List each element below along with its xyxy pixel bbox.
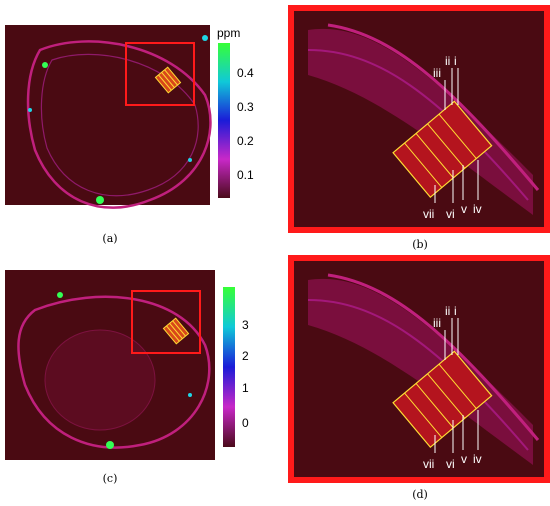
colorbar-bottom-tick-1: 2: [242, 349, 249, 363]
tissue-core: [44, 329, 156, 431]
tissue-layer-1: [327, 273, 540, 441]
layer-label-iv: iv: [473, 202, 482, 216]
hotspot-cyan-2: [188, 158, 192, 162]
colorbar-top: ppm 0.4 0.3 0.2 0.1: [217, 26, 254, 198]
tissue-contour-inner: [40, 53, 199, 197]
caption-d: (d): [412, 488, 428, 501]
tissue-contour-outer: [26, 40, 212, 209]
roi-stripes: [392, 350, 493, 449]
tissue-layer-2: [307, 299, 529, 451]
roi-stripes: [392, 100, 493, 199]
colorbar-top-tick-0: 0.4: [237, 66, 254, 80]
colorbar-bottom-tick-0: 3: [242, 318, 249, 332]
zoom-region-box: [125, 42, 195, 106]
layer-label-i: i: [454, 304, 457, 318]
caption-a: (a): [102, 232, 118, 245]
colorbar-top-tick-1: 0.3: [237, 100, 254, 114]
colorbar-top-tick-2: 0.2: [237, 134, 254, 148]
tissue-band: [308, 28, 533, 216]
colorbar-bottom-tick-2: 1: [242, 381, 249, 395]
layer-label-ii: ii: [445, 54, 450, 68]
colorbar-top-unit: ppm: [217, 26, 240, 40]
colorbar-bottom-tick-3: 0: [242, 416, 249, 430]
hotspot-cyan-3: [202, 35, 208, 41]
zoom-region-box: [131, 290, 201, 354]
hotspot-cyan-1: [28, 108, 32, 112]
caption-b: (b): [412, 238, 428, 251]
roi-marker: [162, 317, 190, 345]
colorbar-top-gradient: [218, 43, 230, 198]
hotspot-green-1: [57, 292, 63, 298]
hotspot-green-2: [96, 196, 104, 204]
layer-label-iii: iii: [433, 66, 441, 80]
colorbar-bottom-gradient: [223, 287, 235, 447]
hotspot-green-2: [106, 441, 114, 449]
colorbar-bottom: 3 2 1 0: [223, 287, 249, 447]
panel-d-zoom: iii ii i vii vi v iv: [288, 255, 550, 483]
tissue-contour-outer: [17, 295, 211, 449]
layer-label-vi: vi: [446, 207, 455, 221]
layer-label-vii: vii: [423, 457, 434, 471]
hotspot-green-1: [42, 62, 48, 68]
layer-label-v: v: [461, 452, 467, 466]
tissue-layer-1: [327, 23, 540, 191]
caption-c: (c): [102, 472, 118, 485]
layer-label-ii: ii: [445, 304, 450, 318]
panel-b-zoom: iii ii i vii vi v iv: [288, 5, 550, 233]
panel-a-map: [5, 25, 212, 209]
tissue-layer-2: [307, 49, 529, 201]
layer-label-vii: vii: [423, 207, 434, 221]
tissue-band: [308, 278, 533, 465]
map-background: [5, 25, 210, 205]
hotspot-cyan-1: [188, 393, 192, 397]
layer-label-vi: vi: [446, 457, 455, 471]
layer-label-i: i: [454, 54, 457, 68]
roi-marker: [154, 66, 182, 94]
layer-label-iv: iv: [473, 452, 482, 466]
layer-label-iii: iii: [433, 316, 441, 330]
colorbar-top-tick-3: 0.1: [237, 168, 254, 182]
layer-label-v: v: [461, 202, 467, 216]
panel-c-map: [5, 270, 215, 460]
